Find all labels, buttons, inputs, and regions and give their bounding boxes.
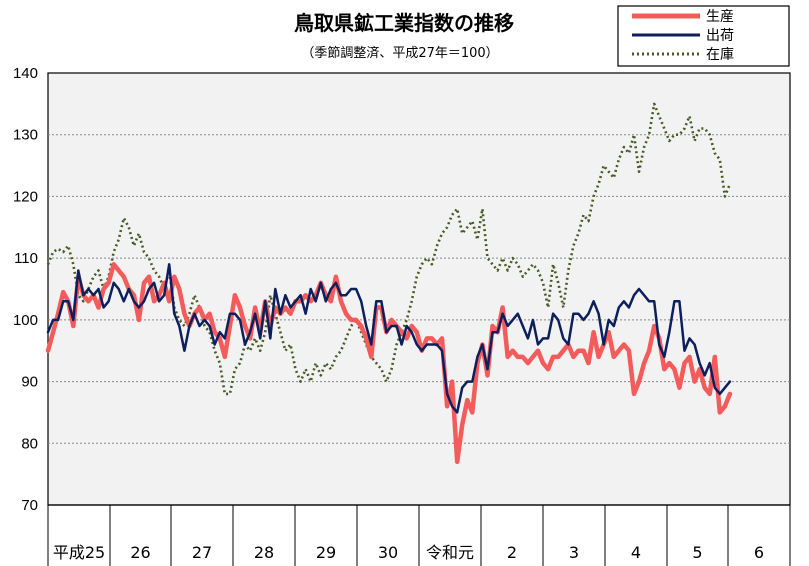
chart-subtitle: （季節調整済、平成27年＝100） — [301, 45, 498, 61]
y-tick-label: 140 — [13, 65, 38, 82]
x-tick-label: 26 — [130, 543, 150, 562]
y-tick-label: 110 — [14, 250, 38, 267]
x-tick-label: 6 — [754, 543, 764, 562]
y-tick-label: 120 — [13, 188, 38, 205]
series-line-production — [45, 262, 733, 465]
y-tick-label: 90 — [21, 374, 38, 391]
x-tick-label: 令和元 — [426, 543, 474, 562]
y-tick-label: 80 — [21, 435, 38, 452]
x-tick-label: 4 — [631, 543, 641, 562]
y-tick-label: 130 — [13, 127, 38, 144]
series-group — [45, 102, 733, 465]
legend-label-shipment: 出荷 — [706, 28, 734, 44]
x-tick-label: 平成25 — [53, 543, 105, 562]
legend-label-production: 生産 — [706, 9, 734, 25]
x-tick-label: 5 — [692, 543, 702, 562]
y-tick-label: 70 — [21, 497, 38, 514]
y-tick-label: 100 — [13, 312, 38, 329]
x-tick-label: 29 — [316, 543, 336, 562]
x-tick-label: 28 — [254, 543, 274, 562]
x-axis: 平成25 26 27 28 29 30 令和元 2 3 4 5 6 — [47, 504, 791, 566]
x-tick-label: 3 — [569, 543, 579, 562]
x-tick-label: 2 — [507, 543, 517, 562]
x-tick-label: 27 — [192, 543, 212, 562]
legend: 生産 出荷 在庫 — [617, 5, 790, 67]
chart-title: 鳥取県鉱工業指数の推移 — [294, 11, 514, 35]
y-axis: 70 80 90 100 110 120 130 140 — [13, 65, 38, 514]
legend-label-inventory: 在庫 — [706, 46, 734, 63]
series-line-shipment — [46, 263, 732, 414]
x-tick-label: 30 — [378, 543, 398, 562]
